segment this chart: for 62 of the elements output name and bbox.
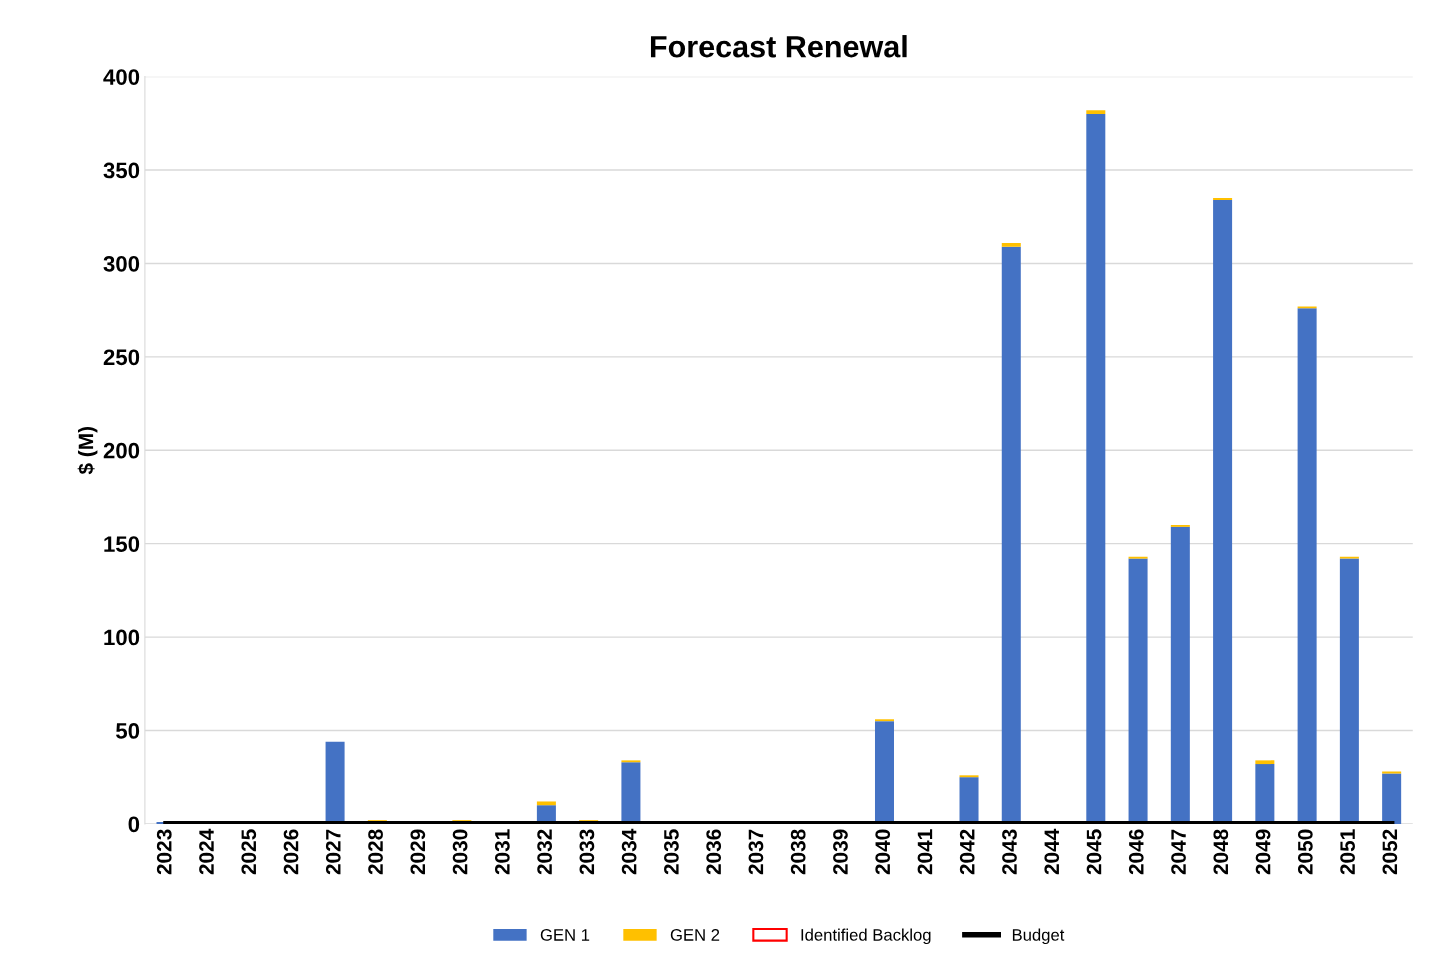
bar	[874, 721, 894, 824]
legend-label: Identified Backlog	[801, 928, 931, 945]
bar	[1001, 242, 1021, 247]
x-tick-label: 2041	[917, 829, 933, 875]
x-tick-label: 2029	[410, 829, 426, 875]
x-tick-label: 2048	[1213, 829, 1229, 875]
x-tick-label: 2033	[579, 829, 595, 875]
y-tick-label: 400	[103, 69, 140, 85]
y-tick-label: 250	[103, 349, 140, 366]
bar	[1255, 760, 1275, 765]
y-tick-label: 200	[103, 442, 140, 459]
x-tick-label: 2024	[199, 828, 214, 875]
bar	[1297, 308, 1317, 824]
x-tick-label: 2028	[368, 829, 383, 875]
x-tick-label: 2030	[452, 829, 468, 875]
x-tick-label: 2047	[1171, 829, 1186, 875]
x-tick-label: 2036	[706, 829, 722, 875]
x-tick-label: 2040	[875, 829, 891, 875]
bar	[536, 801, 556, 806]
x-tick-label: 2050	[1297, 829, 1313, 875]
bar	[1255, 764, 1275, 824]
y-tick-label: 0	[128, 816, 140, 833]
x-tick-label: 2044	[1044, 828, 1060, 875]
x-tick-label: 2034	[621, 828, 637, 875]
legend-label: Budget	[1012, 928, 1065, 945]
legend-label: GEN 1	[540, 928, 590, 941]
bar	[1086, 110, 1106, 114]
x-tick-label: 2032	[537, 829, 553, 875]
bar	[621, 762, 641, 824]
x-tick-label: 2025	[241, 829, 257, 875]
x-tick-label: 2049	[1255, 829, 1271, 875]
x-tick-label: 2042	[959, 829, 975, 875]
y-axis-title: $ (M)	[77, 426, 98, 475]
y-tick-label: 300	[103, 255, 140, 272]
y-tick-label: 100	[104, 629, 140, 646]
x-tick-label: 2027	[325, 829, 341, 875]
bar	[1170, 526, 1190, 824]
x-tick-label: 2039	[833, 829, 848, 875]
legend-label: GEN 2	[670, 928, 720, 941]
x-tick-label: 2043	[1002, 829, 1017, 875]
y-tick-label: 150	[104, 536, 140, 552]
x-tick-label: 2052	[1382, 829, 1398, 875]
bar	[1382, 773, 1402, 824]
bar	[1339, 558, 1359, 824]
x-tick-label: 2038	[790, 829, 806, 875]
bar	[1001, 246, 1021, 824]
bar	[1086, 114, 1106, 824]
x-tick-label: 2046	[1128, 829, 1144, 875]
x-tick-label: 2031	[494, 829, 510, 875]
x-tick-label: 2023	[156, 829, 172, 875]
x-tick-label: 2037	[748, 829, 764, 875]
x-tick-label: 2035	[664, 829, 679, 875]
x-tick-label: 2051	[1340, 829, 1355, 875]
x-tick-label: 2045	[1086, 829, 1102, 875]
chart-title: Forecast Renewal	[650, 35, 907, 58]
y-tick-label: 350	[103, 162, 140, 179]
bar	[1128, 558, 1148, 824]
bar	[1213, 199, 1233, 824]
x-tick-label: 2026	[283, 829, 299, 875]
bar	[325, 741, 345, 824]
bar	[959, 777, 979, 824]
y-tick-label: 50	[116, 723, 140, 739]
